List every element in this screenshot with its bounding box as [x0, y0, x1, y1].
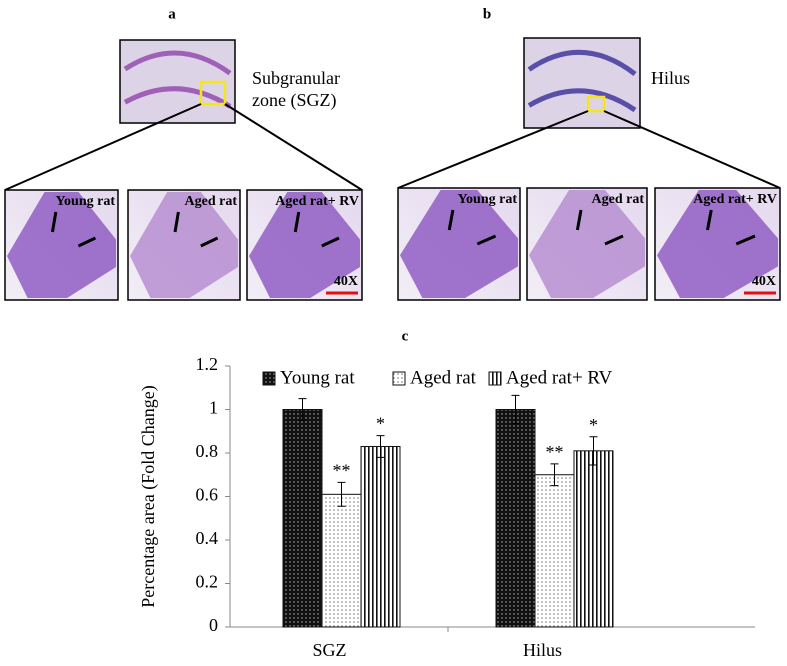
- error-bar: [337, 481, 346, 507]
- arrow: [604, 234, 624, 246]
- cell-layer: [657, 190, 778, 298]
- bar: [495, 409, 536, 628]
- legend-swatch: [392, 371, 406, 386]
- bar: [573, 450, 614, 628]
- cell-layer: [400, 190, 518, 298]
- significance-mark: *: [376, 414, 385, 434]
- legend-label: Aged rat+ RV: [506, 367, 613, 388]
- inset-label: Aged rat: [185, 194, 238, 209]
- zoom-line: [397, 110, 589, 189]
- cell-layer: [249, 192, 360, 298]
- arrow: [50, 211, 58, 233]
- legend-swatch: [488, 371, 502, 386]
- significance-mark: **: [546, 442, 564, 462]
- error-bar: [376, 435, 385, 458]
- cell-layer: [130, 192, 238, 298]
- region-caption: Hilus: [651, 68, 690, 88]
- tissue-layer: [123, 86, 232, 109]
- inset-label: Aged rat+ RV: [275, 194, 359, 209]
- legend-label: Young rat: [280, 367, 355, 388]
- zoom-box: [199, 80, 227, 106]
- panel-label: a: [168, 6, 176, 22]
- region-caption: zone (SGZ): [252, 90, 336, 111]
- inset-label: Aged rat: [592, 192, 645, 207]
- y-tick-label: 1.2: [196, 354, 219, 374]
- y-tick-label: 1: [209, 398, 218, 418]
- cell-layer: [7, 192, 116, 298]
- arrow: [447, 209, 455, 231]
- zoom-line: [224, 103, 363, 191]
- arrow: [321, 236, 340, 248]
- panel-label: b: [483, 6, 491, 22]
- bar: [321, 493, 362, 628]
- error-bar: [589, 436, 598, 466]
- arrow: [200, 236, 219, 248]
- x-tick-label: Hilus: [523, 640, 562, 660]
- legend-swatch: [262, 371, 276, 386]
- inset-label: Young rat: [55, 194, 115, 209]
- tissue-layer: [527, 49, 637, 76]
- y-tick-label: 0: [209, 615, 218, 635]
- scale-label: 40X: [752, 274, 776, 289]
- chart-title: c: [402, 328, 409, 344]
- arrow: [575, 209, 583, 231]
- error-bar: [550, 463, 559, 487]
- x-tick-label: SGZ: [312, 640, 346, 660]
- arrow: [706, 209, 713, 231]
- significance-mark: *: [589, 415, 598, 435]
- y-tick-label: 0.4: [196, 528, 219, 548]
- arrow: [173, 211, 180, 233]
- bar: [534, 474, 575, 628]
- y-tick-label: 0.2: [196, 572, 219, 592]
- region-caption: Subgranular: [252, 68, 340, 88]
- zoom-line: [603, 110, 781, 189]
- arrow: [476, 234, 497, 246]
- scale-label: 40X: [334, 274, 358, 289]
- arrow: [77, 236, 97, 248]
- error-bar: [511, 394, 520, 425]
- y-axis-label: Percentage area (Fold Change): [138, 385, 159, 607]
- arrow: [735, 234, 756, 246]
- zoom-box: [586, 95, 606, 113]
- y-tick-label: 0.6: [196, 485, 219, 505]
- bar: [360, 445, 401, 628]
- cell-layer: [529, 190, 645, 298]
- legend-label: Aged rat: [410, 367, 477, 388]
- inset-label: Aged rat+ RV: [693, 192, 777, 207]
- y-tick-label: 0.8: [196, 441, 219, 461]
- error-bar: [298, 398, 307, 421]
- tissue-layer: [123, 50, 232, 76]
- significance-mark: **: [333, 460, 351, 480]
- tissue-layer: [527, 88, 637, 113]
- arrow: [293, 211, 301, 233]
- zoom-line: [4, 103, 202, 191]
- inset-label: Young rat: [457, 192, 517, 207]
- bar: [282, 409, 323, 628]
